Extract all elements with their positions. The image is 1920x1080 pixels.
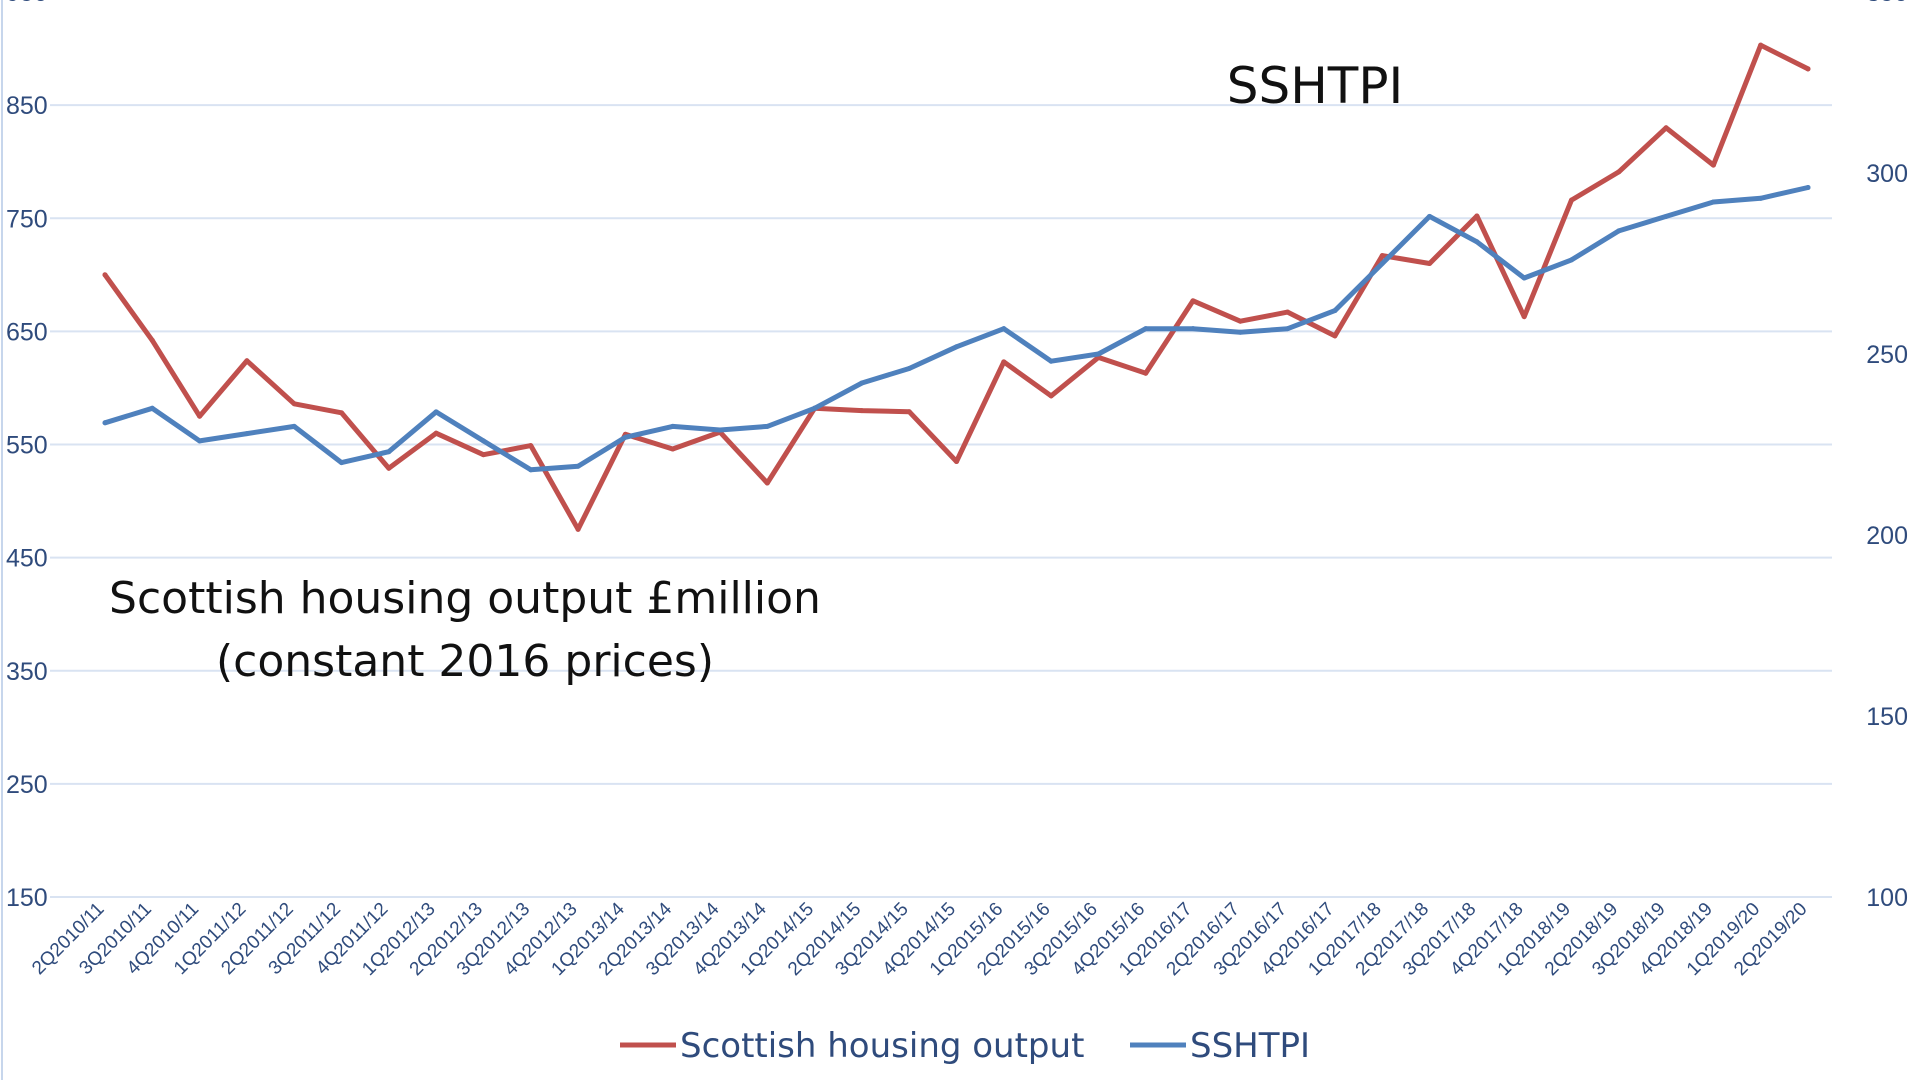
y-left-tick-label: 350 <box>6 658 48 686</box>
data-point-sshtpi <box>670 423 676 429</box>
y-left-tick-label: 650 <box>6 318 48 346</box>
data-point-scottish-housing-output <box>244 358 250 364</box>
data-point-scottish-housing-output <box>1332 333 1338 339</box>
data-point-sshtpi <box>1568 257 1574 263</box>
data-point-sshtpi <box>1710 199 1716 205</box>
data-point-sshtpi <box>1379 261 1385 266</box>
data-point-sshtpi <box>1285 326 1291 332</box>
data-point-scottish-housing-output <box>386 465 392 471</box>
output-annotation-line2: (constant 2016 prices) <box>216 636 714 687</box>
y-right-tick-label: 150 <box>1866 703 1908 731</box>
data-point-scottish-housing-output <box>1710 162 1716 168</box>
data-point-sshtpi <box>1474 239 1480 245</box>
y-left-tick-label: 250 <box>6 771 48 799</box>
data-point-scottish-housing-output <box>764 480 770 486</box>
data-point-scottish-housing-output <box>339 410 345 416</box>
legend-label-sshtpi: SSHTPI <box>1190 1026 1310 1066</box>
data-point-scottish-housing-output <box>1427 261 1433 266</box>
y-right-tick-label: 250 <box>1866 341 1908 369</box>
data-point-sshtpi <box>906 365 912 371</box>
sshtpi-annotation: SSHTPI <box>1227 57 1404 115</box>
data-point-sshtpi <box>1237 329 1243 335</box>
data-point-scottish-housing-output <box>1379 253 1385 259</box>
data-point-scottish-housing-output <box>575 526 581 532</box>
data-point-sshtpi <box>339 460 345 466</box>
data-point-scottish-housing-output <box>1048 393 1054 399</box>
output-annotation-line1: Scottish housing output £million <box>109 573 821 624</box>
data-point-scottish-housing-output <box>1474 213 1480 219</box>
data-point-sshtpi <box>1663 213 1669 219</box>
data-point-sshtpi <box>102 420 108 426</box>
data-point-scottish-housing-output <box>433 430 439 436</box>
data-point-sshtpi <box>433 409 439 415</box>
data-point-scottish-housing-output <box>197 413 203 419</box>
y-right-tick-label: 350 <box>1866 0 1908 7</box>
data-point-sshtpi <box>386 449 392 455</box>
y-right-tick-label: 300 <box>1866 160 1908 188</box>
y-right-tick-label: 200 <box>1866 522 1908 550</box>
data-point-sshtpi <box>1427 213 1433 219</box>
y-left-tick-label: 750 <box>6 205 48 233</box>
data-point-sshtpi <box>1095 351 1101 357</box>
data-point-sshtpi <box>575 463 581 469</box>
y-left-tick-label: 550 <box>6 432 48 460</box>
y-left-tick-label: 950 <box>6 0 48 7</box>
y-left-tick-label: 450 <box>6 545 48 573</box>
data-point-sshtpi <box>1332 308 1338 314</box>
data-point-sshtpi <box>1521 275 1527 281</box>
y-left-tick-label: 850 <box>6 92 48 120</box>
data-point-scottish-housing-output <box>1758 42 1764 48</box>
data-point-sshtpi <box>480 438 486 444</box>
data-point-scottish-housing-output <box>1663 125 1669 131</box>
data-point-sshtpi <box>149 405 155 411</box>
legend-label-output: Scottish housing output <box>680 1026 1084 1066</box>
data-point-sshtpi <box>528 467 534 473</box>
data-point-scottish-housing-output <box>1616 169 1622 175</box>
data-point-scottish-housing-output <box>528 443 534 449</box>
data-point-scottish-housing-output <box>149 337 155 343</box>
data-point-sshtpi <box>1758 195 1764 201</box>
data-point-sshtpi <box>717 427 723 433</box>
data-point-scottish-housing-output <box>670 446 676 452</box>
data-point-scottish-housing-output <box>859 408 865 414</box>
data-point-sshtpi <box>1048 358 1054 364</box>
y-right-tick-label: 100 <box>1866 884 1908 912</box>
data-point-sshtpi <box>764 423 770 429</box>
data-point-scottish-housing-output <box>1521 314 1527 320</box>
data-point-scottish-housing-output <box>1805 66 1811 72</box>
data-point-sshtpi <box>1190 326 1196 332</box>
data-point-scottish-housing-output <box>480 452 486 458</box>
data-point-scottish-housing-output <box>1143 370 1149 376</box>
series-line-sshtpi <box>102 185 1811 473</box>
data-point-scottish-housing-output <box>291 401 297 407</box>
legend: Scottish housing output SSHTPI <box>620 1026 1310 1066</box>
data-point-sshtpi <box>1616 228 1622 234</box>
data-point-sshtpi <box>859 380 865 386</box>
data-point-scottish-housing-output <box>1237 318 1243 324</box>
data-point-sshtpi <box>954 344 959 350</box>
data-point-scottish-housing-output <box>1285 309 1291 315</box>
data-point-scottish-housing-output <box>102 272 108 278</box>
data-point-scottish-housing-output <box>1190 298 1196 304</box>
data-point-sshtpi <box>1001 326 1007 332</box>
data-point-scottish-housing-output <box>1001 359 1007 365</box>
data-point-sshtpi <box>244 431 250 437</box>
data-point-sshtpi <box>622 434 628 440</box>
data-point-sshtpi <box>1143 326 1149 332</box>
data-point-sshtpi <box>291 423 297 429</box>
y-left-tick-label: 150 <box>6 884 48 912</box>
data-point-scottish-housing-output <box>906 409 912 415</box>
data-point-scottish-housing-output <box>954 458 959 464</box>
data-point-sshtpi <box>812 405 818 411</box>
data-point-sshtpi <box>197 438 203 444</box>
data-point-sshtpi <box>1805 184 1811 190</box>
data-point-scottish-housing-output <box>1568 197 1574 203</box>
